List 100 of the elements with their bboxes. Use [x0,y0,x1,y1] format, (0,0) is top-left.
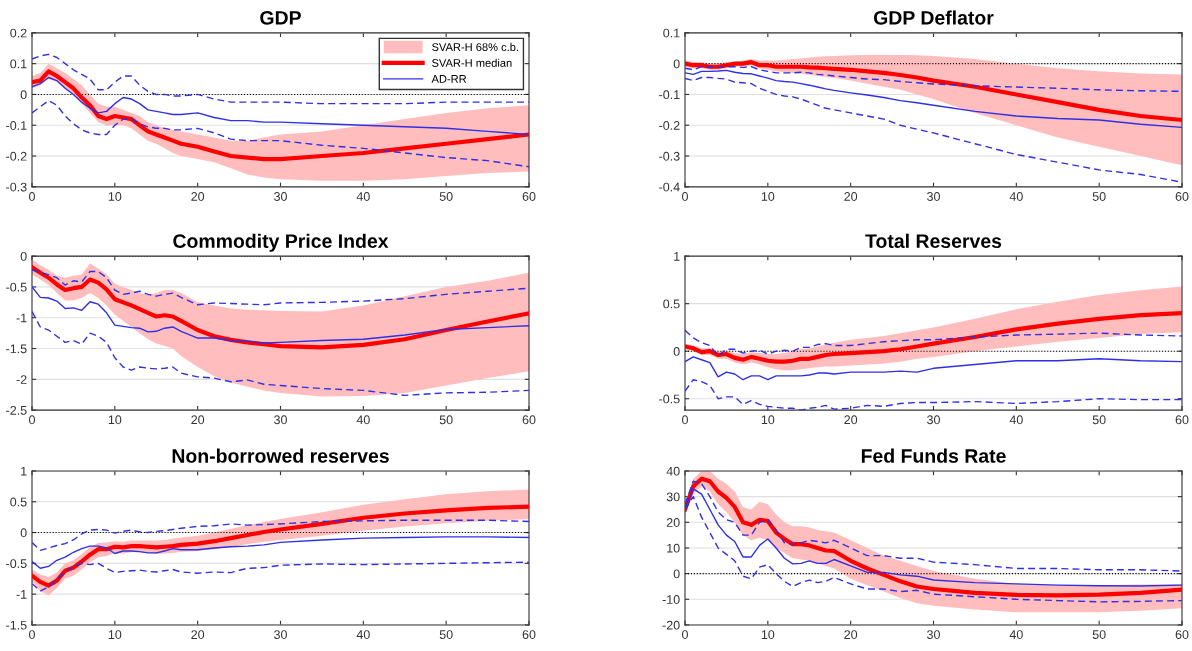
x-tick-label: 30 [927,630,940,639]
y-tick-label: -0.1 [6,121,27,130]
y-tick-label: 30 [666,492,680,502]
x-tick-label: 0 [682,415,688,425]
chart-title: GDP [260,10,301,25]
line-series [32,53,529,105]
x-tick-label: 10 [761,630,775,639]
line-series [685,60,1182,123]
line-series [685,311,1182,364]
chart-title: Non-borrowed reserves [172,448,389,463]
x-tick-label: 10 [108,630,122,639]
x-tick-label: 10 [108,415,122,425]
line-series [685,329,1182,357]
y-tick-label: 0 [20,251,27,261]
line-series [685,356,1182,381]
line-series [32,561,529,592]
x-tick-label: 10 [108,192,122,201]
legend-label: AD-RR [431,75,467,83]
chart-title: Fed Funds Rate [861,448,1006,463]
legend-label: SVAR-H median [432,58,512,67]
line-series [32,504,529,588]
x-tick-label: 20 [191,192,205,201]
annotation: SVAR-H 68% c.b. [432,42,518,51]
x-tick-label: 60 [522,415,536,425]
x-tick-label: 60 [1175,192,1189,201]
x-tick-label: 50 [1092,630,1106,639]
x-tick-label: 50 [1092,415,1106,425]
x-tick-label: 60 [522,630,536,639]
y-tick-label: 0.5 [663,299,680,309]
line-series [32,99,529,168]
x-tick-label: 0 [29,415,35,425]
x-tick-label: 60 [1175,630,1189,639]
x-tick-label: 20 [844,415,858,425]
y-tick-label: -0.2 [6,151,27,161]
y-tick-label: 40 [666,466,680,476]
x-tick-label: 40 [1009,630,1023,639]
x-tick-label: 30 [927,192,940,201]
y-tick-label: -0.4 [659,182,680,192]
y-tick-label: -0.2 [659,121,680,130]
y-tick-label: -20 [662,620,680,630]
x-tick-label: 30 [274,415,287,425]
x-tick-label: 40 [1009,415,1023,425]
x-tick-label: 0 [682,192,688,201]
y-tick-label: -1.5 [6,344,27,354]
x-tick-label: 50 [439,192,453,201]
chart-title: Commodity Price Index [173,233,389,252]
y-tick-label: -1 [16,313,27,323]
line-series [32,286,529,344]
x-tick-label: 50 [439,415,453,425]
line-series [32,76,529,136]
line-series [32,536,529,569]
y-tick-label: 0 [673,569,680,579]
y-tick-label: 0 [673,59,680,69]
chart-title: Total Reserves [865,233,1002,248]
x-tick-label: 20 [191,415,205,425]
y-tick-label: 0 [673,346,680,356]
x-tick-label: 0 [29,630,35,639]
y-tick-label: -2.5 [6,405,27,415]
y-tick-label: 1 [21,466,27,476]
y-tick-label: -0.5 [6,559,27,569]
x-tick-label: 0 [682,630,688,639]
line-series [32,69,529,162]
x-tick-label: 10 [761,415,775,425]
x-tick-label: 60 [1175,415,1189,425]
y-tick-label: -10 [662,595,680,604]
y-tick-label: -0.5 [6,282,27,292]
x-tick-label: 40 [356,192,370,201]
line-series [32,519,529,552]
x-tick-label: 30 [274,192,287,201]
y-tick-label: 10 [667,543,680,553]
y-tick-label: -1 [16,590,27,599]
chart-title: GDP Deflator [873,10,994,25]
y-tick-label: -2 [16,375,27,384]
y-tick-label: 20 [666,518,680,527]
x-tick-label: 40 [356,415,370,425]
line-series [32,265,529,350]
x-tick-label: 50 [1092,192,1106,201]
y-tick-label: 0.5 [10,497,27,507]
x-tick-label: 30 [274,630,287,639]
line-series [685,69,1182,129]
x-tick-label: 20 [844,630,858,639]
y-tick-label: 0 [20,528,27,538]
x-tick-label: 40 [356,630,370,639]
x-tick-label: 40 [1009,192,1023,201]
y-tick-label: -0.3 [6,182,27,192]
x-tick-label: 10 [761,192,775,201]
x-tick-label: 20 [844,192,858,201]
y-tick-label: 1 [674,252,680,261]
x-tick-label: 60 [522,192,536,201]
x-tick-label: 20 [191,630,205,639]
y-tick-label: 0.1 [10,59,27,69]
y-tick-label: -0.1 [659,90,680,100]
y-tick-label: -1.5 [6,620,27,630]
line-series [32,310,529,397]
y-tick-label: 0.2 [10,28,27,38]
x-tick-label: 50 [439,630,453,639]
y-tick-label: -0.5 [659,394,680,404]
x-tick-label: 0 [29,192,35,201]
x-tick-label: 30 [927,415,940,425]
y-tick-label: 0.1 [663,28,680,38]
